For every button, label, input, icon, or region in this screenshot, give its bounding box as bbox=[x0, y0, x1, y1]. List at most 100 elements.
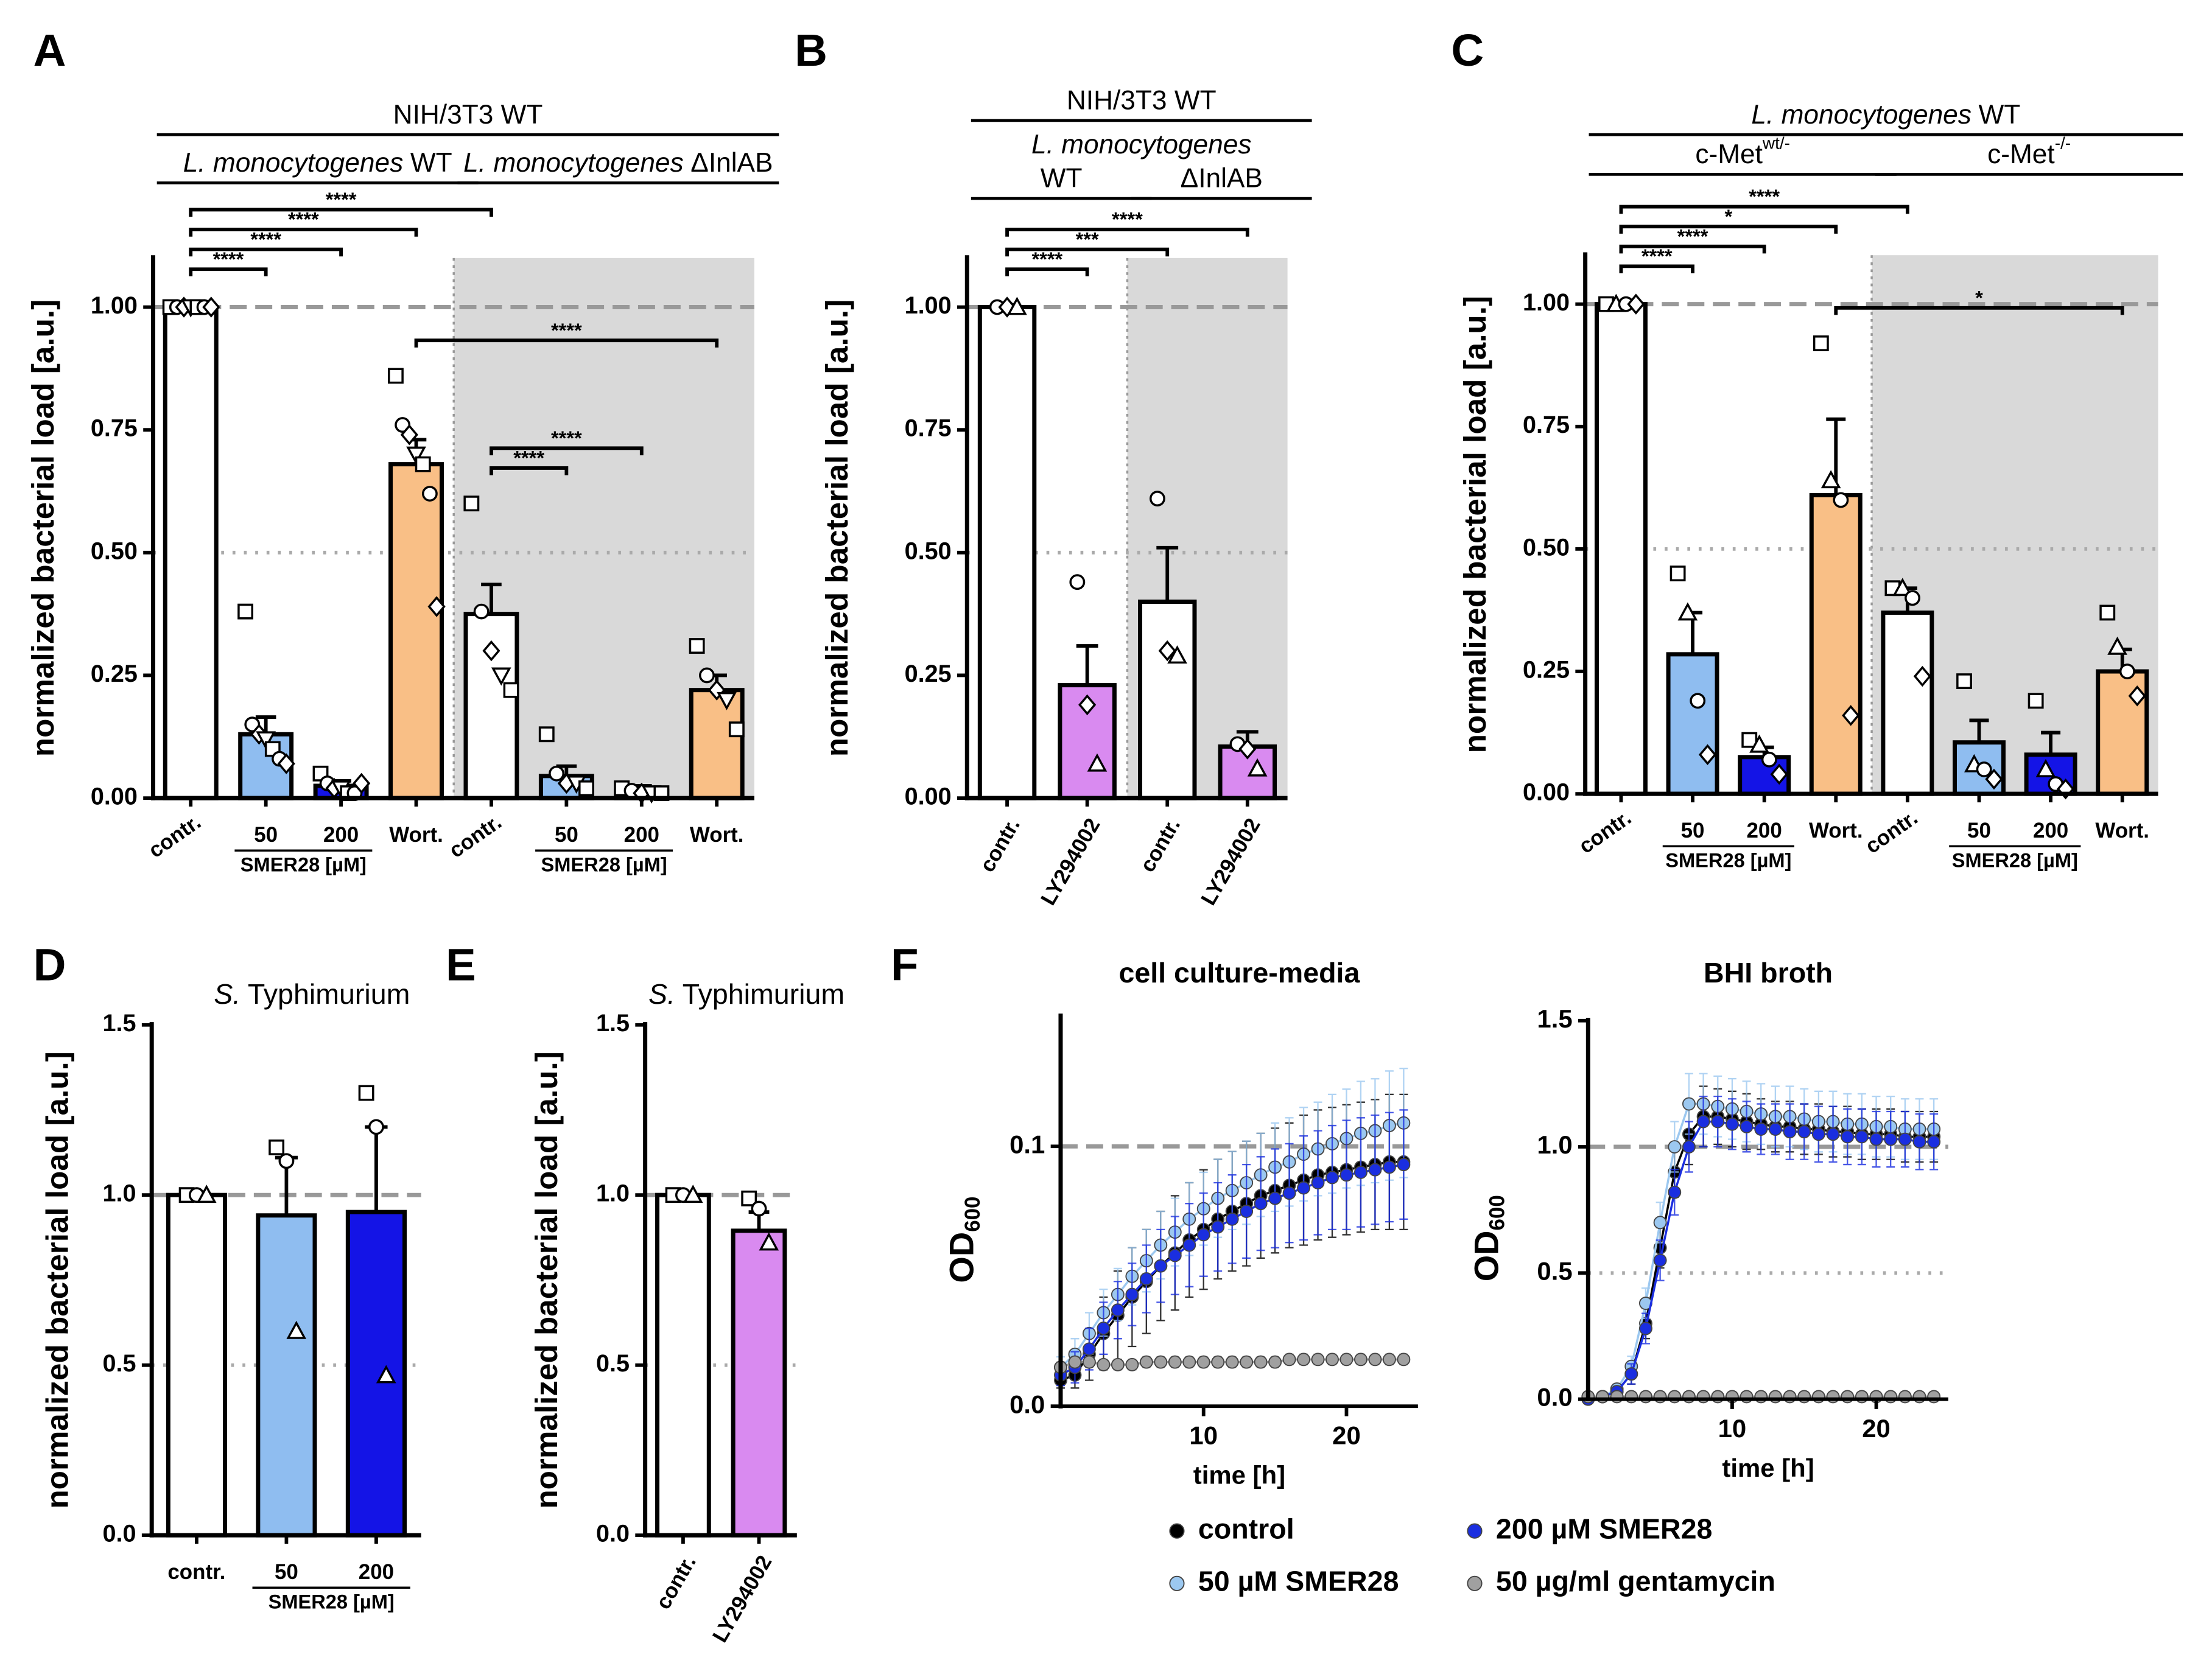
chart-title: S. Typhimurium bbox=[648, 978, 844, 1010]
point bbox=[741, 1190, 757, 1206]
group-label: c-Met-/- bbox=[1987, 134, 2071, 169]
title-text: BHI broth bbox=[1704, 958, 1833, 989]
y-tick-label: 0.0 bbox=[1537, 1383, 1572, 1412]
significance-label: * bbox=[1975, 286, 1983, 309]
bar bbox=[977, 305, 1037, 800]
data-point bbox=[1711, 1115, 1725, 1129]
significance-bracket bbox=[1834, 306, 2124, 315]
x-tick-label: contr. bbox=[445, 810, 506, 863]
y-tick-label: 0.0 bbox=[1009, 1390, 1045, 1418]
data-point bbox=[1696, 1115, 1710, 1129]
chart-title: S. Typhimurium bbox=[214, 978, 410, 1010]
legend-marker bbox=[1169, 1575, 1185, 1591]
y-tick-label: 1.0 bbox=[596, 1180, 630, 1207]
data-point bbox=[1826, 1127, 1840, 1141]
title-italic: S. bbox=[214, 978, 241, 1010]
data-point bbox=[1382, 1353, 1396, 1367]
data-point bbox=[1182, 1238, 1196, 1252]
data-point bbox=[1097, 1357, 1111, 1371]
point bbox=[1627, 293, 1645, 315]
point bbox=[689, 638, 705, 654]
data-point bbox=[1397, 1158, 1411, 1172]
data-point bbox=[1111, 1303, 1125, 1317]
significance-bracket bbox=[189, 228, 418, 237]
data-point bbox=[1111, 1357, 1125, 1371]
point bbox=[1770, 763, 1788, 785]
y-label-sub: 600 bbox=[961, 1197, 985, 1232]
bar bbox=[1137, 599, 1197, 800]
group-text: WT bbox=[1979, 100, 2021, 130]
point bbox=[578, 780, 594, 796]
y-label-main: OD bbox=[942, 1232, 980, 1283]
group-label: NIH/3T3 WT bbox=[1067, 85, 1217, 115]
panel-letter: D bbox=[33, 939, 66, 990]
point bbox=[751, 1200, 767, 1217]
legend-marker bbox=[1467, 1523, 1483, 1539]
significance-label: **** bbox=[513, 447, 544, 469]
data-point bbox=[1368, 1163, 1382, 1177]
error-bar bbox=[365, 1125, 388, 1213]
data-point bbox=[1325, 1353, 1339, 1367]
data-point bbox=[1154, 1259, 1168, 1273]
sublabel: SMER28 [µM] bbox=[541, 853, 667, 876]
point bbox=[427, 596, 446, 617]
y-axis-label: normalized bacterial load [a.u.] bbox=[529, 1051, 564, 1508]
panel-letter: F bbox=[891, 939, 919, 990]
data-point bbox=[1368, 1353, 1382, 1367]
legend-marker bbox=[1467, 1575, 1483, 1591]
data-point bbox=[1754, 1122, 1768, 1136]
data-point bbox=[1068, 1355, 1082, 1369]
data-point bbox=[1354, 1165, 1368, 1179]
x-tick-label: 200 bbox=[2033, 819, 2068, 842]
significance-bracket bbox=[1619, 244, 1766, 254]
data-point bbox=[1653, 1216, 1667, 1230]
title-italic: S. bbox=[648, 978, 675, 1010]
legend-marker bbox=[1169, 1523, 1185, 1539]
y-tick-label: 0.0 bbox=[596, 1521, 630, 1547]
data-point bbox=[1811, 1127, 1825, 1141]
y-tick-label: 1.0 bbox=[1537, 1130, 1572, 1159]
significance-label: **** bbox=[288, 208, 319, 231]
data-point bbox=[1668, 1140, 1682, 1154]
data-point bbox=[1898, 1132, 1912, 1146]
point bbox=[202, 296, 220, 318]
x-tick-label: 200 bbox=[624, 823, 659, 847]
y-tick-label: 0.00 bbox=[1523, 779, 1570, 806]
group-text: ΔInlAB bbox=[1181, 163, 1263, 193]
data-point bbox=[1311, 1353, 1325, 1367]
x-tick-label: 200 bbox=[1747, 819, 1782, 842]
group-label: WT bbox=[1041, 163, 1083, 193]
point bbox=[277, 753, 295, 774]
bar bbox=[731, 1228, 787, 1538]
point bbox=[2035, 758, 2056, 777]
panel-letter: B bbox=[795, 25, 827, 75]
point bbox=[400, 424, 418, 446]
point bbox=[1821, 470, 1841, 489]
x-tick-label: contr. bbox=[651, 1551, 700, 1613]
y-label-main: OD bbox=[1467, 1230, 1505, 1281]
point bbox=[2128, 685, 2146, 707]
point bbox=[286, 1320, 307, 1339]
legend-label: 50 µg/ml gentamycin bbox=[1496, 1566, 1775, 1597]
point bbox=[1069, 574, 1086, 590]
point bbox=[1985, 768, 2003, 790]
point bbox=[1149, 491, 1165, 507]
data-point bbox=[1912, 1135, 1926, 1149]
point bbox=[368, 1119, 384, 1135]
x-tick-label: Wort. bbox=[389, 823, 443, 847]
y-tick-label: 0.50 bbox=[1523, 534, 1570, 561]
panel-letter: E bbox=[446, 939, 476, 990]
x-tick-label: 200 bbox=[323, 823, 359, 847]
data-point bbox=[1182, 1355, 1196, 1369]
group-label: L. monocytogenes WT bbox=[1751, 100, 2020, 130]
point bbox=[759, 1232, 779, 1251]
point bbox=[1007, 296, 1027, 315]
data-point bbox=[1653, 1253, 1667, 1267]
data-point bbox=[1254, 1355, 1268, 1369]
group-text: c-Met bbox=[1695, 139, 1763, 169]
data-point bbox=[1082, 1355, 1096, 1369]
bar bbox=[256, 1213, 317, 1538]
point bbox=[196, 1185, 217, 1203]
data-point bbox=[1268, 1355, 1282, 1369]
data-point bbox=[1282, 1186, 1296, 1200]
